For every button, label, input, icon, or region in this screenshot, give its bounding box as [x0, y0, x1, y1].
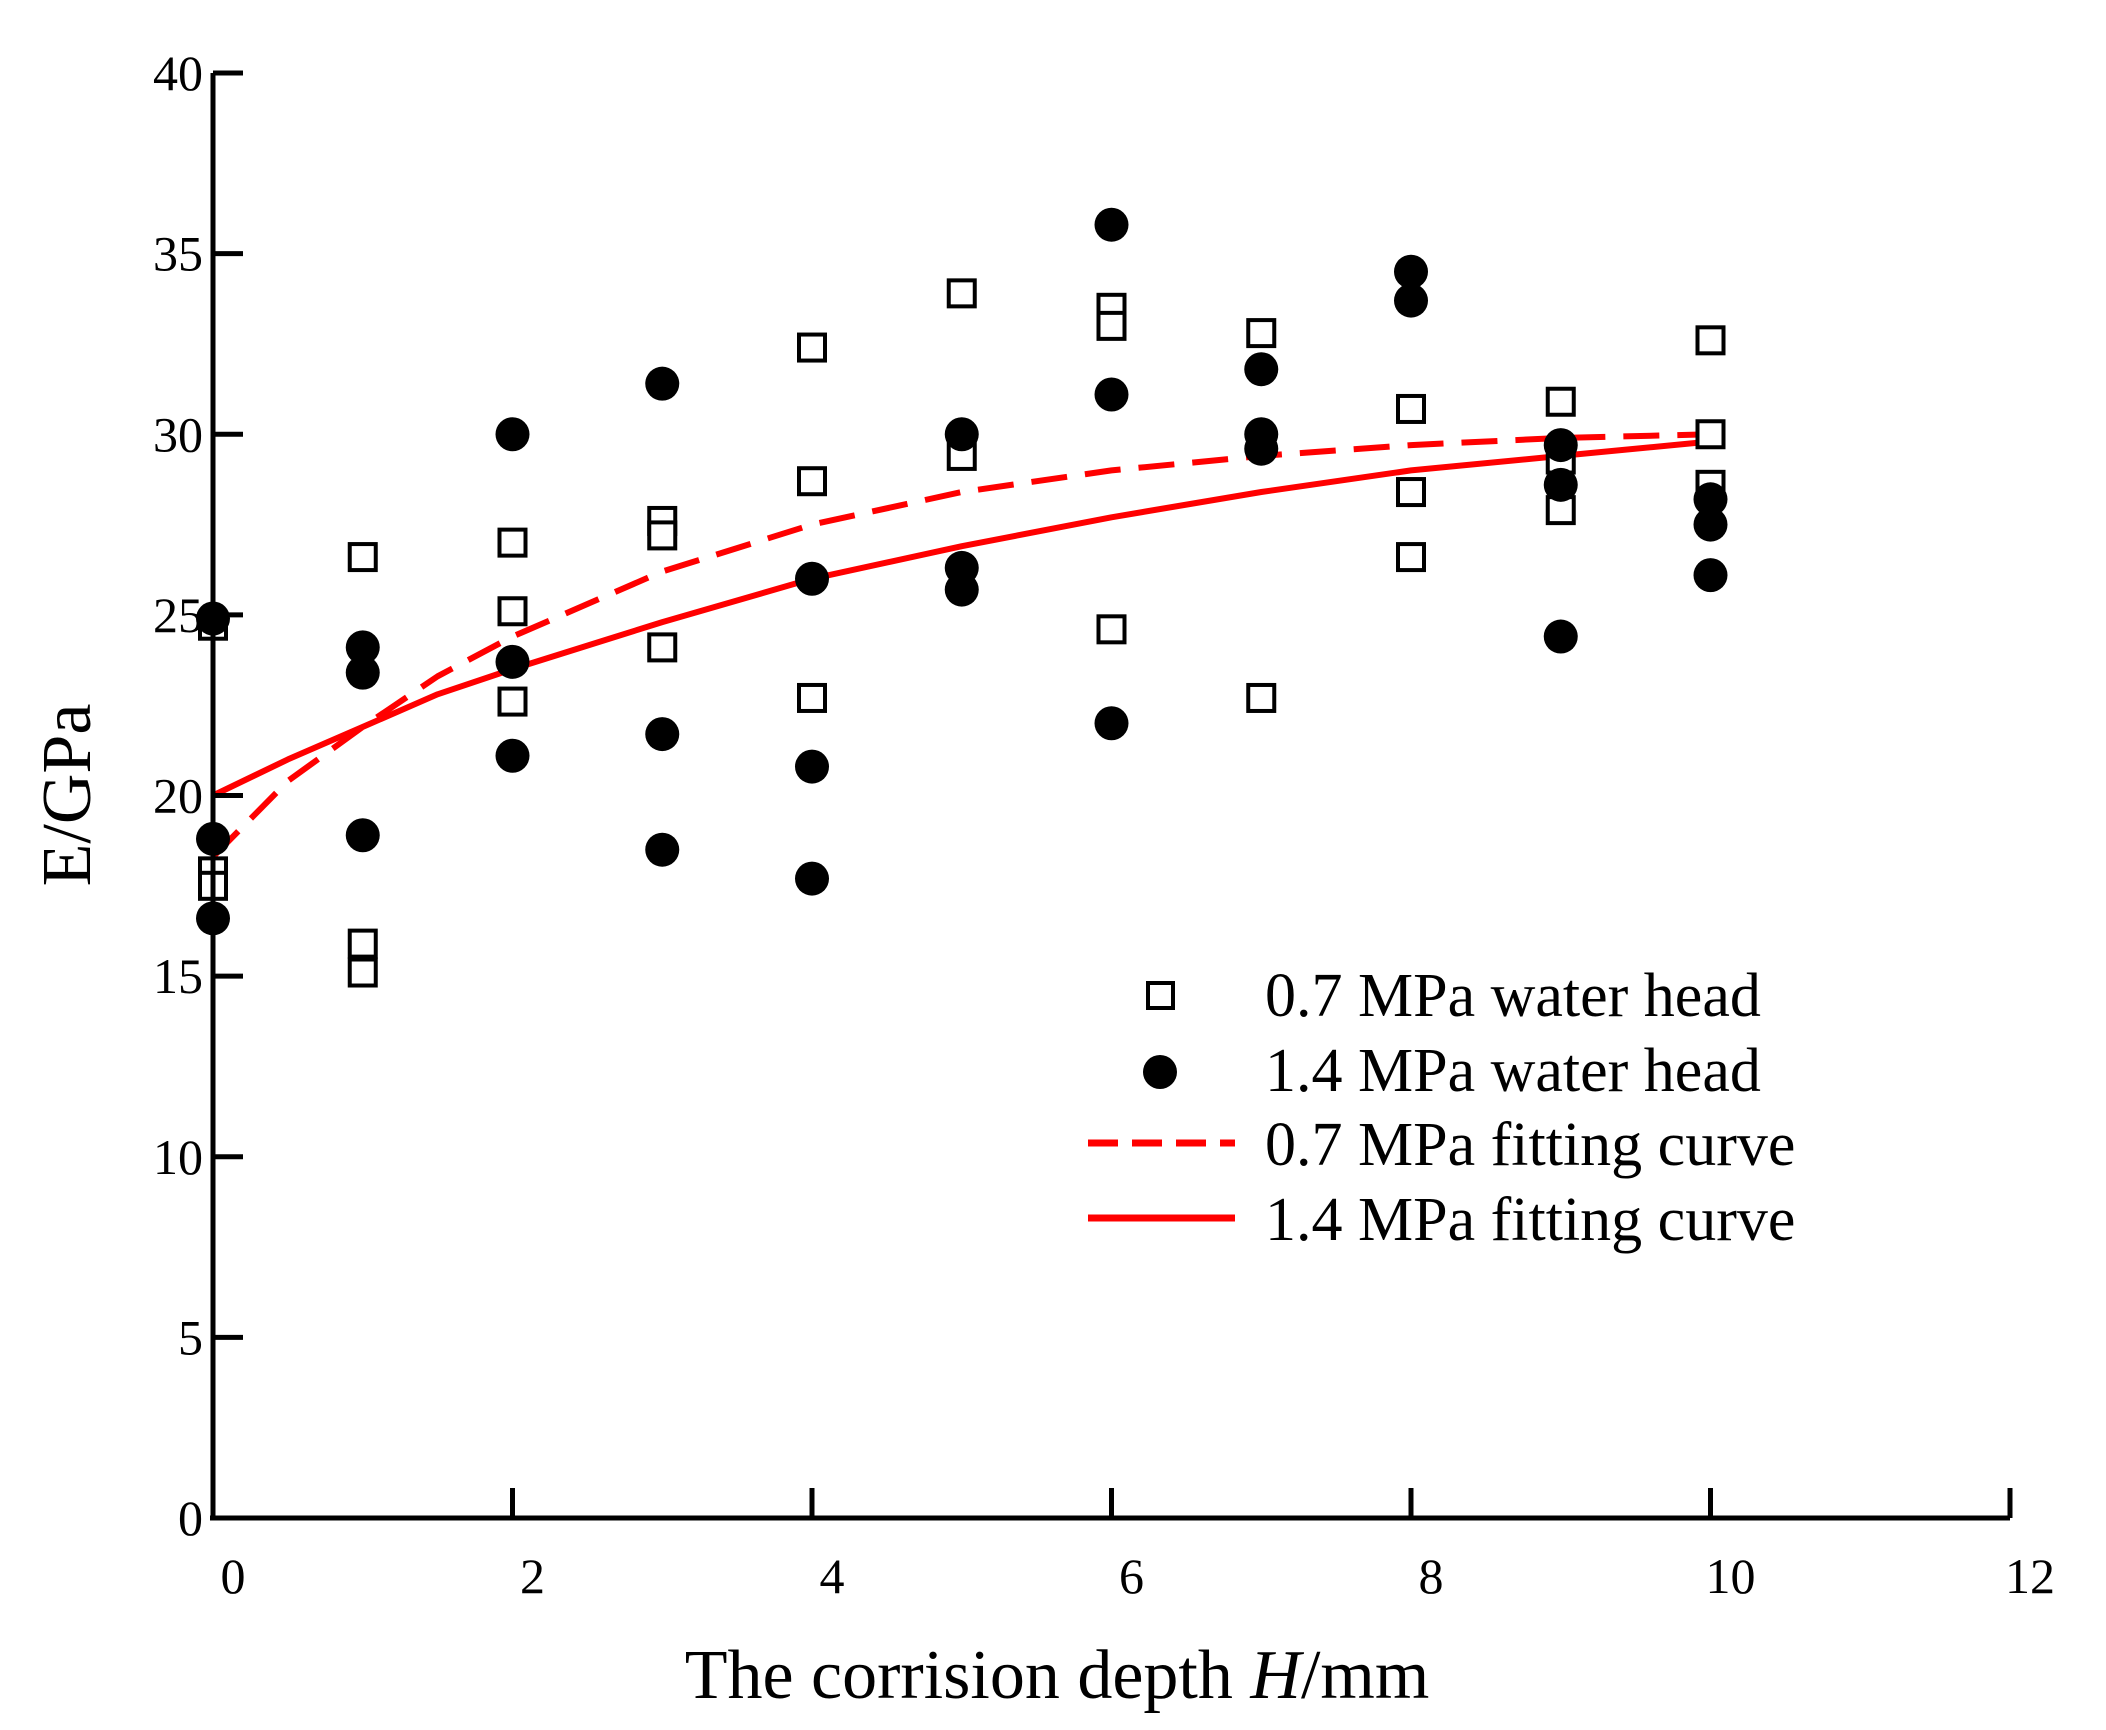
data-point-1.4-circle — [1394, 283, 1428, 318]
data-point-0.7-square — [497, 596, 528, 627]
data-point-0.7-square — [1246, 682, 1277, 713]
data-point-0.7-square — [946, 278, 977, 309]
data-point-1.4-circle — [944, 417, 979, 452]
data-point-1.4-circle — [795, 749, 829, 784]
data-point-0.7-square — [797, 332, 827, 363]
points-layer — [196, 207, 1728, 988]
data-point-0.7-square — [1396, 393, 1426, 424]
fit-layer — [210, 431, 1711, 860]
data-point-1.4-circle — [1244, 352, 1279, 387]
data-point-0.7-square — [797, 466, 827, 497]
axes-layer — [210, 73, 2010, 1521]
data-point-1.4-circle — [1543, 428, 1578, 463]
data-point-1.4-circle — [1094, 706, 1129, 741]
data-point-1.4-circle — [1693, 507, 1728, 542]
x-axis-title-suffix: /mm — [1301, 1637, 1429, 1714]
data-point-1.4-circle — [645, 717, 680, 752]
x-tick-label: 10 — [1706, 1548, 1756, 1604]
data-point-1.4-circle — [495, 738, 530, 773]
data-point-0.7-square — [647, 520, 678, 551]
x-tick-label: 6 — [1119, 1548, 1144, 1604]
x-axis-title-prefix: The corrision depth — [685, 1637, 1251, 1714]
y-axis-title: E/GPa — [29, 704, 106, 887]
legend-label-1.4-fitting-curve: 1.4 MPa fitting curve — [1265, 1186, 1795, 1254]
data-point-0.7-square — [1096, 614, 1127, 645]
y-tick-label: 25 — [153, 587, 203, 643]
data-point-0.7-square — [347, 957, 378, 988]
data-point-1.4-circle — [1543, 619, 1578, 654]
data-point-0.7-square — [797, 682, 827, 713]
ticks-layer: 0 5 10 15 20 25 30 35 40 0 2 4 6 8 10 12 — [153, 45, 2055, 1604]
x-tick-label: 2 — [520, 1548, 545, 1604]
x-tick-label: 4 — [820, 1548, 845, 1604]
data-point-0.7-square — [1246, 318, 1277, 349]
legend-label-0.7-water-head: 0.7 MPa water head — [1265, 962, 1761, 1030]
legend-marker-filled-circle — [1143, 1055, 1177, 1089]
y-tick-label: 30 — [153, 406, 203, 462]
legend-label-0.7-fitting-curve: 0.7 MPa fitting curve — [1265, 1111, 1795, 1179]
legend-label-1.4-water-head: 1.4 MPa water head — [1265, 1037, 1761, 1105]
x-tick-label: 12 — [2005, 1548, 2055, 1604]
x-tick-label: 8 — [1419, 1548, 1444, 1604]
legend-marker-open-square — [1146, 981, 1175, 1010]
data-point-0.7-square — [1545, 386, 1576, 417]
data-point-1.4-circle — [645, 832, 680, 867]
data-point-0.7-square — [1695, 325, 1726, 356]
y-tick-label: 40 — [153, 45, 203, 101]
data-point-1.4-circle — [1543, 467, 1578, 502]
data-point-1.4-circle — [495, 417, 530, 452]
data-point-1.4-circle — [1394, 254, 1428, 289]
data-point-1.4-circle — [345, 818, 380, 853]
data-point-0.7-square — [1396, 477, 1426, 508]
data-point-1.4-circle — [1244, 431, 1279, 466]
data-point-1.4-circle — [345, 630, 380, 665]
data-point-0.7-square — [347, 542, 378, 573]
legend: 0.7 MPa water head 1.4 MPa water head 0.… — [1088, 962, 1795, 1254]
x-axis-title: The corrision depth H/mm — [685, 1637, 1430, 1714]
data-point-1.4-circle — [1693, 482, 1728, 517]
y-tick-label: 5 — [178, 1309, 203, 1365]
x-axis-title-var: H — [1249, 1637, 1304, 1714]
fit-curve-1.4-solid — [211, 438, 1711, 799]
y-tick-label: 35 — [153, 226, 203, 282]
data-point-0.7-square — [497, 527, 528, 558]
data-point-1.4-circle — [795, 561, 829, 596]
data-point-0.7-square — [1096, 310, 1127, 341]
data-point-0.7-square — [497, 686, 528, 717]
data-point-0.7-square — [1396, 542, 1426, 573]
y-tick-label: 15 — [153, 948, 203, 1004]
y-tick-label: 20 — [153, 768, 203, 824]
data-point-1.4-circle — [645, 366, 680, 401]
data-point-1.4-circle — [944, 572, 979, 607]
data-point-1.4-circle — [1693, 558, 1728, 593]
data-point-1.4-circle — [1094, 207, 1129, 242]
y-tick-label: 0 — [178, 1490, 203, 1546]
y-tick-label: 10 — [153, 1129, 203, 1185]
data-point-1.4-circle — [495, 644, 530, 679]
data-point-1.4-circle — [345, 655, 380, 690]
x-tick-label: 0 — [221, 1548, 246, 1604]
data-point-1.4-circle — [1094, 377, 1129, 412]
fit-curve-0.7-dashed — [210, 431, 1711, 860]
data-point-0.7-square — [347, 928, 378, 959]
data-point-1.4-circle — [795, 861, 829, 896]
data-point-0.7-square — [1695, 419, 1726, 450]
data-point-0.7-square — [647, 632, 678, 663]
